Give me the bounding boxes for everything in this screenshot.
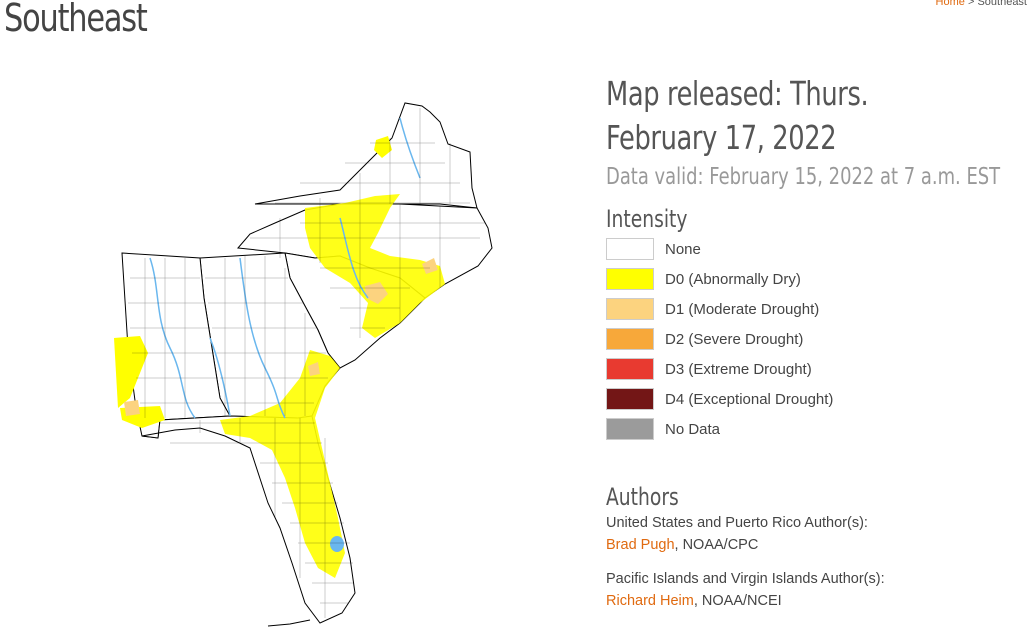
florida-keys <box>267 619 311 627</box>
authors-section: Authors United States and Puerto Rico Au… <box>606 482 1026 612</box>
legend-swatch <box>606 388 654 410</box>
drought-map[interactable] <box>100 98 500 633</box>
intensity-heading: Intensity <box>606 205 688 233</box>
legend-item: D0 (Abnormally Dry) <box>606 264 1026 294</box>
pi-author-link[interactable]: Richard Heim <box>606 593 694 609</box>
legend-label: No Data <box>665 420 721 438</box>
legend-item: No Data <box>606 414 1026 444</box>
us-author-org: , NOAA/CPC <box>674 537 759 553</box>
legend-item: None <box>606 234 1026 264</box>
lake-okeechobee <box>330 536 344 552</box>
breadcrumb-separator: > <box>967 0 975 8</box>
legend-swatch <box>606 358 654 380</box>
intensity-legend: None D0 (Abnormally Dry) D1 (Moderate Drou… <box>606 234 1026 444</box>
d1-sc-patch <box>365 282 388 304</box>
river-line <box>209 337 231 417</box>
d0-ga-fl-region <box>220 350 345 578</box>
map-released-heading: Map released: Thurs. February 17, 2022 <box>606 72 934 160</box>
river-line <box>339 217 369 299</box>
legend-label: D1 (Moderate Drought) <box>665 300 820 318</box>
legend-swatch <box>606 298 654 320</box>
d1-ga-coast-patch <box>308 362 320 376</box>
d0-virginia-patch <box>374 136 392 158</box>
d1-gulf-patch <box>124 400 140 416</box>
legend-item: D3 (Extreme Drought) <box>606 354 1026 384</box>
breadcrumb-home-link[interactable]: Home <box>935 0 965 8</box>
legend-label: D3 (Extreme Drought) <box>665 360 812 378</box>
river-line <box>399 117 421 179</box>
breadcrumb: Home > Southeast <box>936 0 1027 8</box>
legend-swatch <box>606 238 654 260</box>
authors-heading: Authors <box>606 483 679 511</box>
river-line <box>239 257 286 419</box>
release-info: Map released: Thurs. February 17, 2022 D… <box>606 72 1026 444</box>
map-released-text: Map released: Thurs. February 17, 2022 <box>606 74 869 157</box>
state-virginia <box>254 102 478 209</box>
river-line <box>149 257 196 419</box>
us-author: Brad Pugh, NOAA/CPC <box>606 534 1026 556</box>
legend-label: D4 (Exceptional Drought) <box>665 390 834 408</box>
legend-label: None <box>665 240 701 258</box>
page-title: Southeast <box>4 0 148 40</box>
legend-swatch <box>606 418 654 440</box>
pi-author: Richard Heim, NOAA/NCEI <box>606 590 1026 612</box>
legend-item: D4 (Exceptional Drought) <box>606 384 1026 414</box>
legend-swatch <box>606 328 654 350</box>
legend-swatch <box>606 268 654 290</box>
pi-author-org: , NOAA/NCEI <box>693 593 782 609</box>
legend-label: D0 (Abnormally Dry) <box>665 270 801 288</box>
d0-alabama-patch <box>114 336 148 408</box>
legend-item: D2 (Severe Drought) <box>606 324 1026 354</box>
legend-item: D1 (Moderate Drought) <box>606 294 1026 324</box>
county-lines <box>128 108 485 618</box>
legend-label: D2 (Severe Drought) <box>665 330 804 348</box>
drought-map-svg <box>114 102 493 627</box>
us-authors-label: United States and Puerto Rico Author(s): <box>606 515 868 531</box>
pi-authors-label: Pacific Islands and Virgin Islands Autho… <box>606 571 885 587</box>
us-author-link[interactable]: Brad Pugh <box>606 537 675 553</box>
breadcrumb-current: Southeast <box>977 0 1027 8</box>
d1-nc-patch <box>422 258 438 274</box>
data-valid-text: Data valid: February 15, 2022 at 7 a.m. … <box>606 164 1001 190</box>
d0-carolinas-band <box>305 194 445 338</box>
